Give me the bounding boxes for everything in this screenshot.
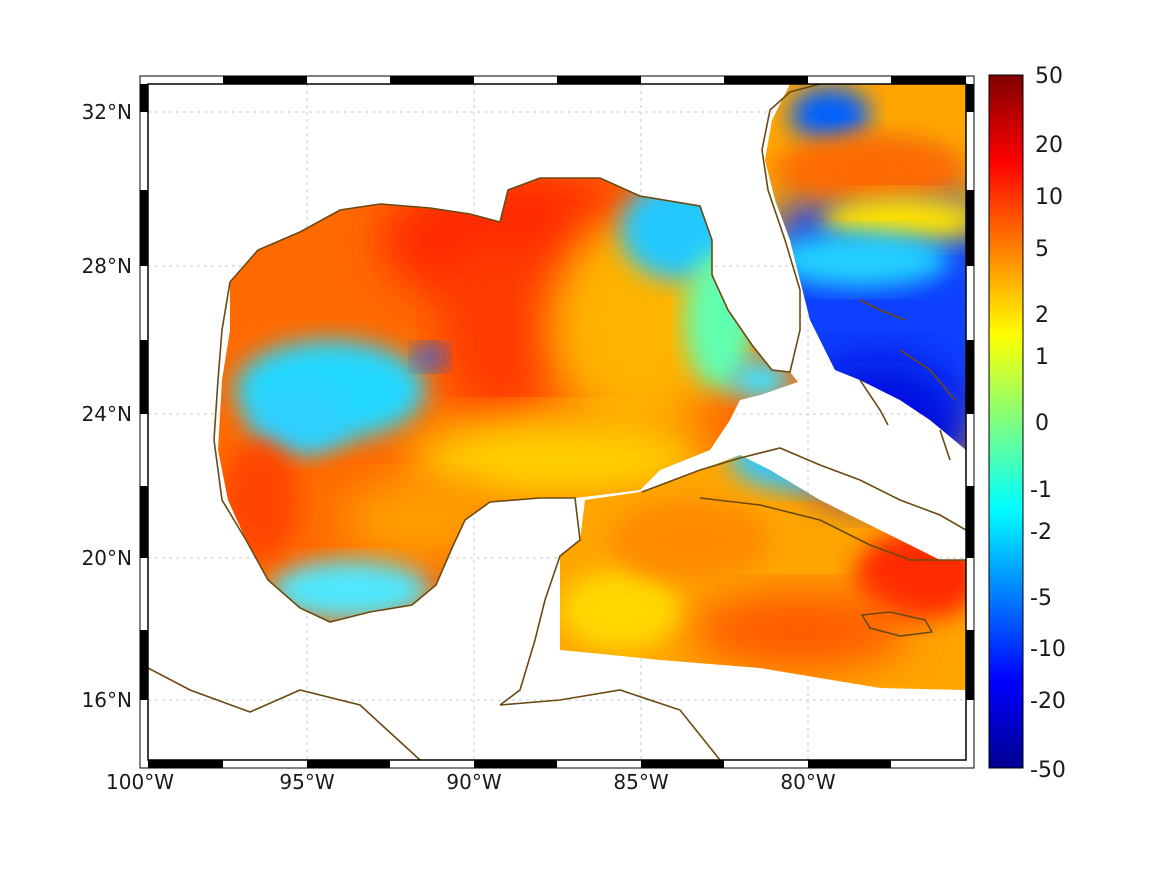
colorbar-label: 5 [1035, 237, 1049, 262]
x-tick-label: 85°W [613, 770, 668, 794]
x-tick-label: 80°W [780, 770, 835, 794]
y-tick-label: 32°N [82, 100, 132, 124]
colorbar-label: -10 [1030, 637, 1066, 662]
bahamas-coast [859, 299, 956, 461]
colorbar-label: 0 [1035, 411, 1049, 436]
mexico-coast [213, 281, 581, 706]
x-tick-label: 90°W [446, 770, 501, 794]
colorbar-label: -20 [1030, 689, 1066, 714]
x-tick-label: 95°W [279, 770, 334, 794]
y-tick-label: 16°N [82, 688, 132, 712]
colorbar-labels: 50 20 10 5 2 1 0 -1 -2 -5 -10 -20 -50 [1030, 64, 1066, 783]
colorbar-gradient [988, 74, 1024, 769]
map-border-top [223, 76, 966, 84]
jamaica-coast [860, 611, 934, 637]
map-border-right [966, 84, 974, 700]
cuba-coast [641, 447, 966, 561]
colorbar-label: 10 [1035, 185, 1063, 210]
colorbar-label: 2 [1035, 303, 1049, 328]
map-border-bottom [148, 760, 891, 768]
central-america-coast [148, 667, 721, 760]
y-axis-labels: 32°N 28°N 24°N 20°N 16°N [82, 100, 132, 712]
x-tick-label: 100°W [106, 770, 174, 794]
colorbar-label: -50 [1030, 758, 1066, 783]
y-tick-label: 24°N [82, 402, 132, 426]
colorbar-label: -2 [1030, 520, 1052, 545]
x-axis-labels: 100°W 95°W 90°W 85°W 80°W [106, 770, 836, 794]
colorbar-label: 50 [1035, 64, 1063, 89]
colorbar-label: -1 [1030, 478, 1052, 503]
y-tick-label: 20°N [82, 546, 132, 570]
map-border-left [140, 84, 148, 700]
colorbar-label: 1 [1035, 345, 1049, 370]
gulf-coast [229, 84, 821, 373]
coastlines [148, 84, 966, 760]
colorbar: 50 20 10 5 2 1 0 -1 -2 -5 -10 -20 -50 [988, 64, 1066, 783]
colorbar-label: 20 [1035, 133, 1063, 158]
colorbar-label: -5 [1030, 586, 1052, 611]
y-tick-label: 28°N [82, 254, 132, 278]
